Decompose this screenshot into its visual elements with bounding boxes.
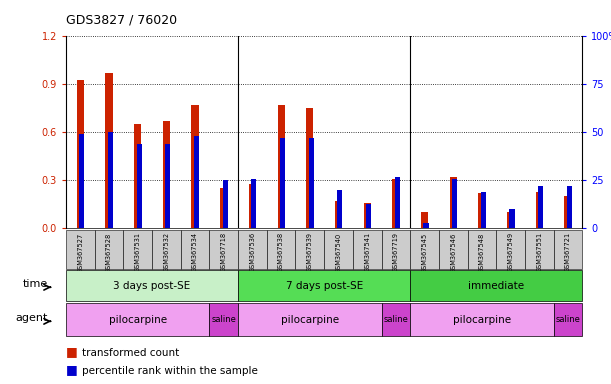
Bar [565,197,571,228]
Text: saline: saline [211,315,236,324]
Text: GSM367549: GSM367549 [508,232,514,272]
Bar [423,223,428,228]
Text: GSM367545: GSM367545 [422,232,428,273]
Bar [136,144,142,228]
Text: ■: ■ [66,363,78,376]
Text: GSM367718: GSM367718 [221,232,227,272]
Text: GSM367538: GSM367538 [278,232,284,272]
Bar [165,144,170,228]
Text: time: time [22,279,48,289]
Text: 7 days post-SE: 7 days post-SE [285,281,363,291]
Text: GSM367719: GSM367719 [393,232,399,272]
Bar [77,80,84,228]
Text: GSM367548: GSM367548 [479,232,485,273]
Text: GSM367528: GSM367528 [106,232,112,273]
Bar [337,190,343,228]
Bar [249,184,256,228]
Bar [392,179,400,228]
Bar [507,212,514,228]
Bar [251,179,257,228]
Text: pilocarpine: pilocarpine [109,314,167,325]
Text: GSM367534: GSM367534 [192,232,198,272]
Bar [108,132,113,228]
Bar [335,201,342,228]
Bar [194,136,199,228]
Text: GSM367546: GSM367546 [450,232,456,273]
Text: agent: agent [15,313,48,323]
Text: 3 days post-SE: 3 days post-SE [114,281,191,291]
Bar [191,105,199,228]
Bar [79,134,84,228]
Bar [220,189,227,228]
Bar [222,180,228,228]
Bar [478,193,486,228]
Text: GSM367539: GSM367539 [307,232,313,272]
Bar [309,138,314,228]
Text: saline: saline [384,315,408,324]
Bar [364,203,371,228]
Text: pilocarpine: pilocarpine [280,314,339,325]
Bar [510,209,514,228]
Text: GSM367540: GSM367540 [335,232,342,273]
Bar [567,186,572,228]
Bar [366,204,371,228]
Bar [536,192,543,228]
Bar [280,138,285,228]
Text: GSM367531: GSM367531 [134,232,141,272]
Bar [163,121,170,228]
Bar [421,212,428,228]
Text: ■: ■ [66,345,78,358]
Text: saline: saline [555,315,580,324]
Text: immediate: immediate [468,281,524,291]
Text: GSM367551: GSM367551 [536,232,542,272]
Text: GSM367532: GSM367532 [163,232,169,272]
Bar [538,186,543,228]
Text: GSM367527: GSM367527 [78,232,83,273]
Bar [452,179,457,228]
Bar [106,73,112,228]
Text: GSM367536: GSM367536 [249,232,255,272]
Bar [306,109,313,228]
Text: GSM367541: GSM367541 [364,232,370,272]
Bar [450,177,457,228]
Text: pilocarpine: pilocarpine [453,314,511,325]
Bar [481,192,486,228]
Text: GSM367721: GSM367721 [565,232,571,272]
Bar [277,105,285,228]
Bar [134,124,141,228]
Text: GDS3827 / 76020: GDS3827 / 76020 [66,13,177,26]
Bar [395,177,400,228]
Text: percentile rank within the sample: percentile rank within the sample [82,366,258,376]
Text: transformed count: transformed count [82,348,180,358]
